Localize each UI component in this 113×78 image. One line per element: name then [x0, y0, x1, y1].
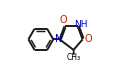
Text: O: O [59, 15, 67, 25]
Text: N: N [55, 34, 62, 44]
Text: NH: NH [73, 20, 87, 29]
Text: CH₃: CH₃ [66, 53, 80, 62]
Text: O: O [84, 34, 91, 44]
